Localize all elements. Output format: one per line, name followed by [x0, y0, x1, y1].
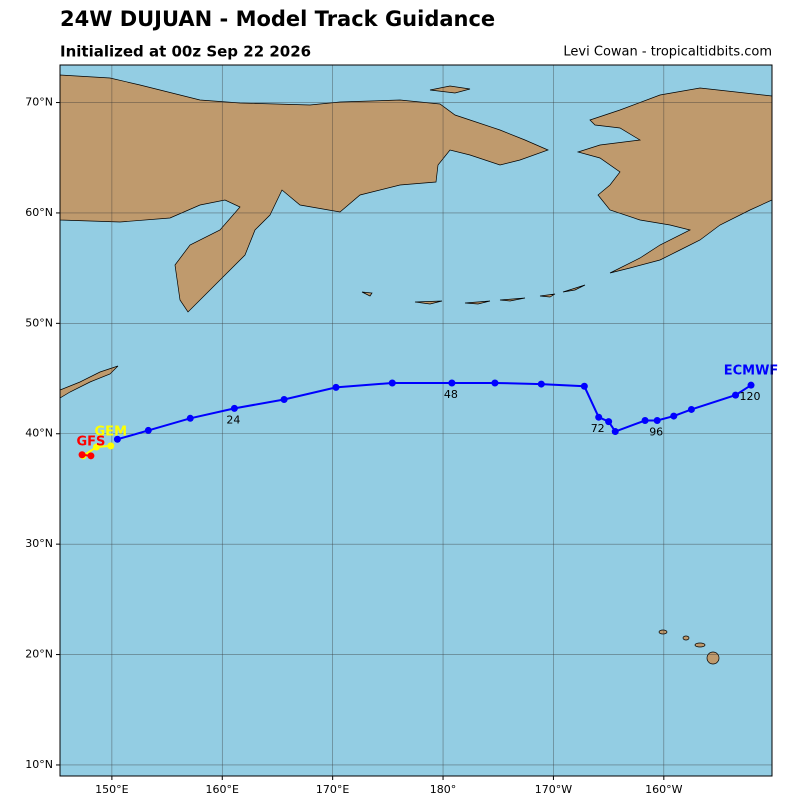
lat-tick-label: 60°N	[25, 206, 53, 219]
credit: Levi Cowan - tropicaltidbits.com	[563, 45, 772, 60]
model-name: GEM	[95, 424, 128, 439]
hour-label: 48	[444, 388, 458, 401]
track-point	[186, 414, 194, 422]
hour-label: 72	[591, 422, 605, 435]
lon-tick-label: 170°E	[316, 783, 349, 796]
track-point	[595, 413, 603, 421]
map-frame	[59, 64, 773, 777]
track-point	[107, 442, 115, 450]
track-point	[732, 391, 740, 399]
track-point	[448, 379, 456, 387]
model-name: ECMWF	[724, 364, 779, 379]
track-point	[537, 380, 545, 388]
lon-tick-label: 150°E	[95, 783, 128, 796]
lon-tick-label: 170°W	[535, 783, 572, 796]
track-point	[388, 379, 396, 387]
track-point	[78, 451, 86, 459]
lat-tick-label: 70°N	[25, 96, 53, 109]
hour-label: 24	[226, 413, 240, 426]
track-point	[580, 382, 588, 390]
track-point	[113, 435, 121, 443]
track-point	[87, 452, 95, 460]
track-point	[332, 383, 340, 391]
lat-tick-label: 50°N	[25, 316, 53, 329]
lat-tick-label: 30°N	[25, 537, 53, 550]
lat-tick-label: 10°N	[25, 758, 53, 771]
lat-tick-label: 40°N	[25, 427, 53, 440]
land	[60, 74, 772, 665]
hour-label: 120	[740, 390, 761, 403]
title: 24W DUJUAN - Model Track Guidance	[60, 7, 495, 31]
lat-tick-label: 20°N	[25, 648, 53, 661]
track-point	[641, 417, 649, 424]
track-point	[280, 396, 288, 404]
track-point	[611, 428, 619, 436]
model-name: GFS	[76, 434, 105, 449]
track-point	[653, 417, 661, 424]
lon-tick-label: 180°	[430, 783, 457, 796]
track-point	[670, 412, 678, 420]
hour-label: 96	[649, 426, 663, 439]
track-point	[605, 418, 613, 426]
track-point	[144, 426, 152, 434]
track-point	[687, 405, 695, 413]
track-point	[230, 404, 238, 412]
track-point	[491, 379, 499, 387]
subtitle: Initialized at 00z Sep 22 2026	[60, 43, 311, 61]
lon-tick-label: 160°W	[645, 783, 682, 796]
track-point	[747, 381, 755, 389]
track-point	[92, 443, 100, 451]
lon-tick-label: 160°E	[206, 783, 239, 796]
